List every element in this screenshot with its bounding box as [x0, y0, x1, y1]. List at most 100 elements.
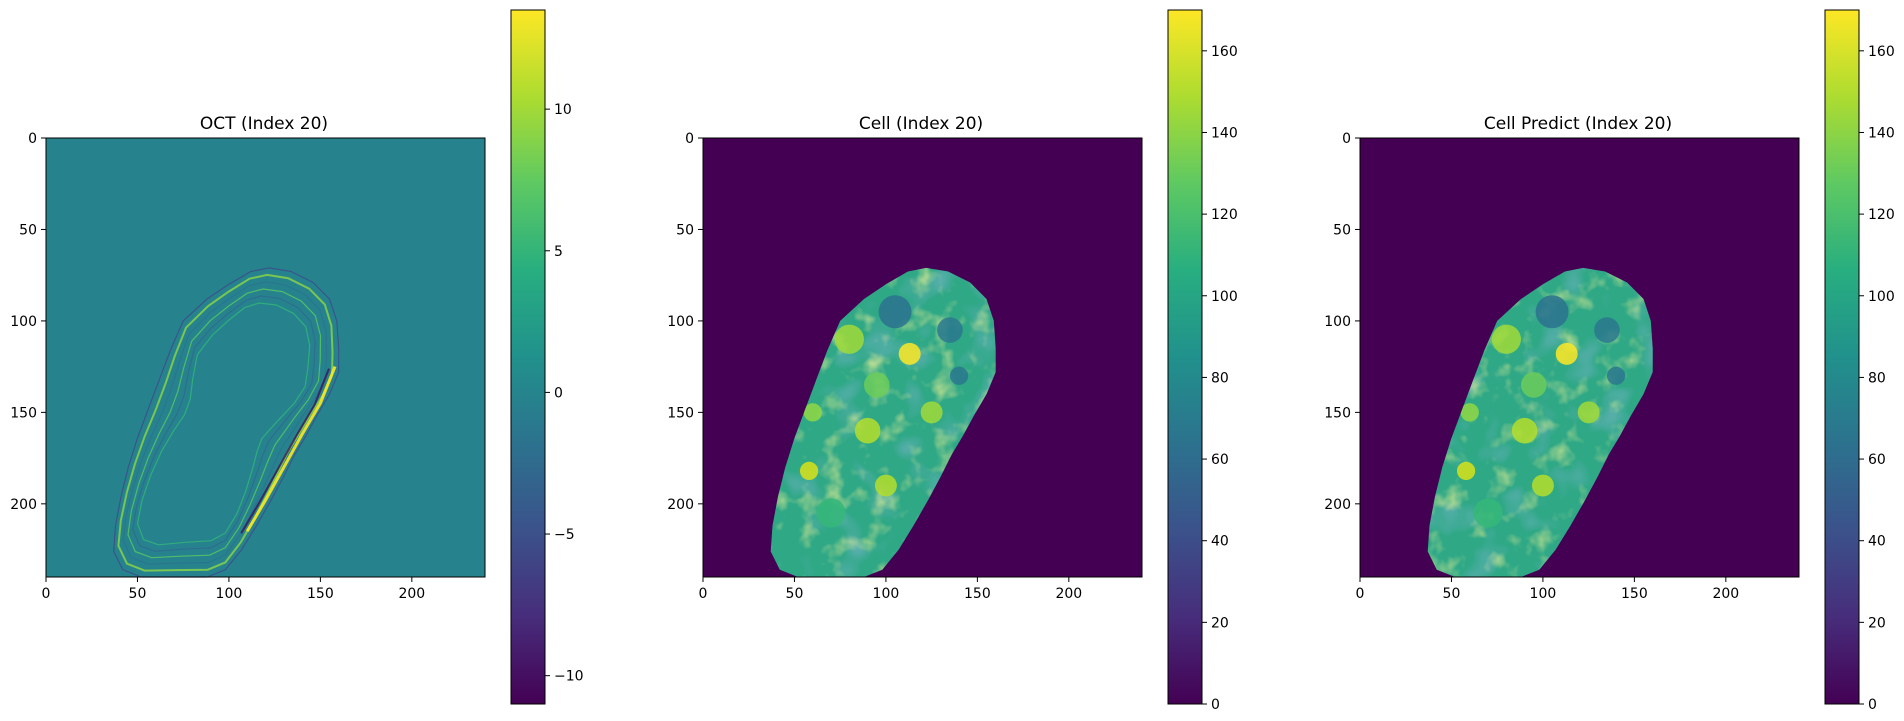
panel-title: Cell (Index 20) [859, 114, 983, 134]
colorbar-tick-label: 0 [554, 385, 563, 401]
heatmap-image [703, 138, 1142, 577]
y-tick-label: 0 [28, 131, 37, 147]
intensity-spot [1531, 474, 1554, 497]
colorbar-tick-label: 40 [1211, 534, 1229, 550]
x-tick-label: 50 [786, 586, 804, 602]
y-tick-label: 200 [667, 497, 694, 513]
axes-frame [45, 137, 486, 578]
y-tick-label: 200 [1324, 497, 1351, 513]
panel-title: Cell Predict (Index 20) [1484, 114, 1672, 134]
intensity-spot [949, 366, 969, 385]
intensity-spot [1577, 401, 1600, 424]
y-tick-label: 100 [10, 314, 37, 330]
y-tick-label: 0 [685, 131, 694, 147]
intensity-spot [854, 417, 881, 444]
x-tick-label: 50 [1443, 586, 1461, 602]
y-tick-label: 200 [10, 497, 37, 513]
heatmap-image [1360, 138, 1799, 577]
colorbar-tick-label: 0 [1211, 697, 1220, 713]
axes-ticks: 0 50 100 150 200 0 50 100 150 200 [667, 131, 1082, 602]
oct-ring [122, 281, 328, 565]
oct-ring [127, 288, 322, 559]
colorbar-tick-label: −10 [554, 669, 584, 685]
intensity-spot [874, 474, 897, 497]
oct-ring [136, 302, 311, 546]
colorbar-tick-label: 10 [554, 102, 572, 118]
x-tick-label: 0 [1356, 586, 1365, 602]
oct-ring [132, 295, 316, 552]
y-tick-label: 0 [1342, 131, 1351, 147]
heatmap-image [46, 138, 485, 578]
axes-frame [702, 137, 1143, 578]
intensity-spot [1535, 295, 1569, 329]
colorbar-tick-label: 80 [1868, 370, 1886, 386]
oct-ring-pattern [113, 267, 340, 578]
x-tick-label: 0 [699, 586, 708, 602]
intensity-spot [1511, 417, 1538, 444]
intensity-spot [1555, 342, 1578, 365]
colorbar-tick-label: 100 [1868, 289, 1895, 305]
x-tick-label: 200 [1712, 586, 1739, 602]
bright-spots [1456, 295, 1626, 528]
colorbar-tick-label: 140 [1211, 125, 1238, 141]
x-tick-label: 0 [42, 586, 51, 602]
colorbar-tick-label: 60 [1211, 452, 1229, 468]
x-tick-label: 50 [129, 586, 147, 602]
oct-dark-edge [240, 368, 330, 534]
colorbar-tick-label: 60 [1868, 452, 1886, 468]
colorbar-tick-label: 20 [1868, 615, 1886, 631]
colorbar-tick-label: 120 [1868, 207, 1895, 223]
intensity-spot [1460, 403, 1479, 422]
x-tick-label: 100 [1530, 586, 1557, 602]
intensity-spot [1520, 372, 1547, 398]
bright-spots [799, 295, 969, 528]
colorbar [1824, 9, 1860, 705]
panel-cell-predict: Cell Predict (Index 20) 0 50 100 150 2000501… [1324, 9, 1895, 713]
panel-cell: Cell (Index 20) 0 50 100 150 200050100150200… [667, 9, 1238, 713]
colorbar-tick-label: 40 [1868, 534, 1886, 550]
intensity-spot [1491, 324, 1521, 354]
panel-title: OCT (Index 20) [200, 114, 328, 134]
y-tick-label: 50 [19, 222, 37, 238]
colorbar-tick-label: 160 [1868, 44, 1895, 60]
y-tick-label: 150 [10, 405, 37, 421]
colorbar-ticks: −10 −5 0 5 10 [545, 102, 584, 685]
colorbar-tick-label: 20 [1211, 615, 1229, 631]
colorbar-tick-label: 120 [1211, 207, 1238, 223]
oct-bright-edge [245, 366, 337, 533]
x-tick-label: 200 [398, 586, 425, 602]
intensity-spot [816, 498, 846, 528]
y-tick-label: 100 [1324, 314, 1351, 330]
intensity-spot [799, 461, 819, 481]
y-tick-label: 50 [676, 222, 694, 238]
y-tick-label: 150 [667, 405, 694, 421]
colorbar [510, 9, 546, 705]
colorbar-tick-label: 5 [554, 244, 563, 260]
intensity-spot [1594, 317, 1620, 343]
intensity-spot [1456, 461, 1476, 481]
intensity-spot [878, 295, 912, 329]
intensity-spot [1606, 366, 1626, 385]
intensity-spot [937, 317, 963, 343]
y-tick-label: 100 [667, 314, 694, 330]
y-tick-label: 50 [1333, 222, 1351, 238]
y-tick-label: 150 [1324, 405, 1351, 421]
intensity-spot [920, 401, 943, 424]
x-tick-label: 100 [216, 586, 243, 602]
panel-oct: OCT (Index 20) 0 50 100 150 200050100150200 … [10, 9, 584, 705]
colorbar-tick-label: 0 [1868, 697, 1877, 713]
intensity-spot [1473, 498, 1503, 528]
colorbar-tick-label: 140 [1868, 125, 1895, 141]
colorbar-tick-label: −5 [554, 527, 575, 543]
intensity-spot [803, 403, 822, 422]
colorbar [1167, 9, 1203, 705]
oct-ring [117, 273, 334, 572]
intensity-spot [834, 324, 864, 354]
x-tick-label: 150 [1621, 586, 1648, 602]
colorbar-tick-label: 160 [1211, 44, 1238, 60]
intensity-spot [898, 342, 921, 365]
axes-ticks: 0 50 100 150 200 0 50 100 150 200 [1324, 131, 1739, 602]
axes-ticks: 0 50 100 150 200 0 50 100 150 200 [10, 131, 425, 602]
x-tick-label: 150 [307, 586, 334, 602]
